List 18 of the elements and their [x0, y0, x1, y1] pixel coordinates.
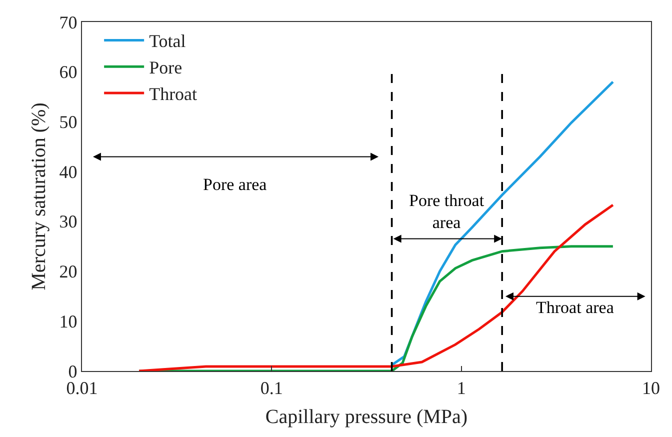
- legend-label: Pore: [149, 58, 182, 78]
- legend-label: Total: [149, 31, 186, 52]
- annotation: Pore throat area: [409, 191, 484, 232]
- y-axis-title: Mercury saturation (%): [28, 102, 50, 290]
- y-tick-label: 20: [59, 262, 78, 282]
- y-tick-label: 10: [59, 311, 78, 332]
- annotation: Throat area: [536, 298, 614, 317]
- y-tick-label: 40: [59, 162, 78, 182]
- y-tick-label: 30: [59, 212, 78, 232]
- legend-label: Throat: [149, 84, 198, 104]
- x-tick-label: 1: [456, 378, 466, 398]
- x-tick-label: 0.1: [260, 378, 283, 398]
- y-tick-label: 50: [59, 112, 78, 132]
- annotation: Pore area: [203, 175, 268, 194]
- x-axis-title: Capillary pressure (MPa): [265, 406, 468, 428]
- y-tick-label: 70: [59, 12, 78, 32]
- x-tick-label: 10: [642, 378, 660, 398]
- y-tick-label: 60: [59, 62, 78, 82]
